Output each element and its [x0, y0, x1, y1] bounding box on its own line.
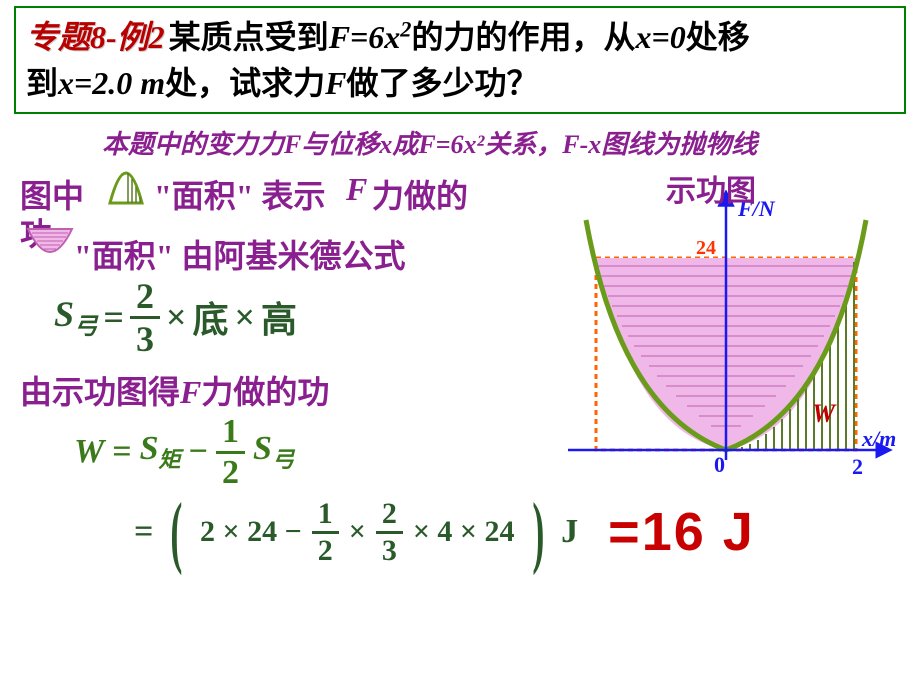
- left-paren: (: [171, 492, 183, 572]
- times-1: ×: [166, 296, 187, 338]
- minus-1: −: [189, 433, 208, 471]
- height-text: 高: [261, 291, 297, 343]
- S-rect: S矩: [140, 430, 181, 474]
- area-label-b: "面积" 表示: [154, 171, 326, 217]
- times-2: ×: [234, 296, 255, 338]
- F-var: F: [325, 65, 346, 101]
- x-tick-2: 2: [852, 454, 863, 479]
- origin-label: 0: [714, 452, 725, 477]
- equals-3: =: [134, 513, 153, 551]
- calculation-row: = ( 2 × 24 − 12 × 23 × 4 × 24 ) J =16 J: [134, 487, 906, 577]
- frac-2-3-b: 23: [376, 497, 403, 568]
- base-text: 底: [192, 291, 228, 343]
- chart-svg: F/N x/m 24 0 2 W: [556, 190, 896, 490]
- calc-terms-2: × 4 × 24: [413, 515, 515, 549]
- y-tick-24: 24: [696, 237, 716, 259]
- W-var: W: [74, 433, 104, 471]
- problem-text-1a: 某质点受到: [169, 19, 329, 55]
- problem-text-2c: 做了多少功？: [347, 65, 539, 101]
- x-axis-label: x/m: [861, 426, 896, 451]
- frac-half: 12: [312, 497, 339, 568]
- parabola-area-icon: [106, 163, 146, 212]
- problem-text-1b: 的力的作用，从: [411, 19, 635, 55]
- frac-1-2: 12: [216, 413, 245, 492]
- problem-text-2a: 到: [26, 65, 58, 101]
- area-label-c: 力做的: [372, 171, 468, 217]
- archimedes-text: "面积" 由阿基米德公式: [74, 231, 406, 277]
- example-title: 专题8-例2: [26, 19, 165, 55]
- hint-text: 本题中的变力力F与位移x成F=6x²关系，F-x图线为抛物线: [102, 124, 906, 161]
- problem-text-1c: 处移: [686, 19, 750, 55]
- frac-2-3: 23: [130, 276, 160, 359]
- S-bow: S弓: [54, 293, 97, 341]
- bowl-icon: [26, 227, 74, 268]
- x-end: x=2.0 m: [58, 65, 165, 101]
- force-equation: F=6x2: [329, 19, 412, 55]
- problem-text-2b: 处，试求力: [165, 65, 325, 101]
- x-start: x=0: [635, 19, 685, 55]
- problem-statement-box: 专题8-例2 某质点受到F=6x2的力的作用，从x=0处移 到x=2.0 m处，…: [14, 6, 906, 114]
- times-3: ×: [349, 515, 366, 549]
- work-diagram-chart: 示功图: [556, 190, 896, 490]
- calc-terms-1: 2 × 24 −: [200, 515, 302, 549]
- equals-2: =: [112, 433, 131, 471]
- W-region-label: W: [812, 399, 837, 428]
- chart-title: 示功图: [666, 166, 756, 210]
- right-paren: ): [532, 492, 544, 572]
- S-bow-2: S弓: [253, 430, 294, 474]
- area-label-F: F: [346, 171, 367, 208]
- unit-J: J: [561, 513, 578, 551]
- equals-1: =: [103, 296, 124, 338]
- final-answer: =16 J: [608, 501, 755, 563]
